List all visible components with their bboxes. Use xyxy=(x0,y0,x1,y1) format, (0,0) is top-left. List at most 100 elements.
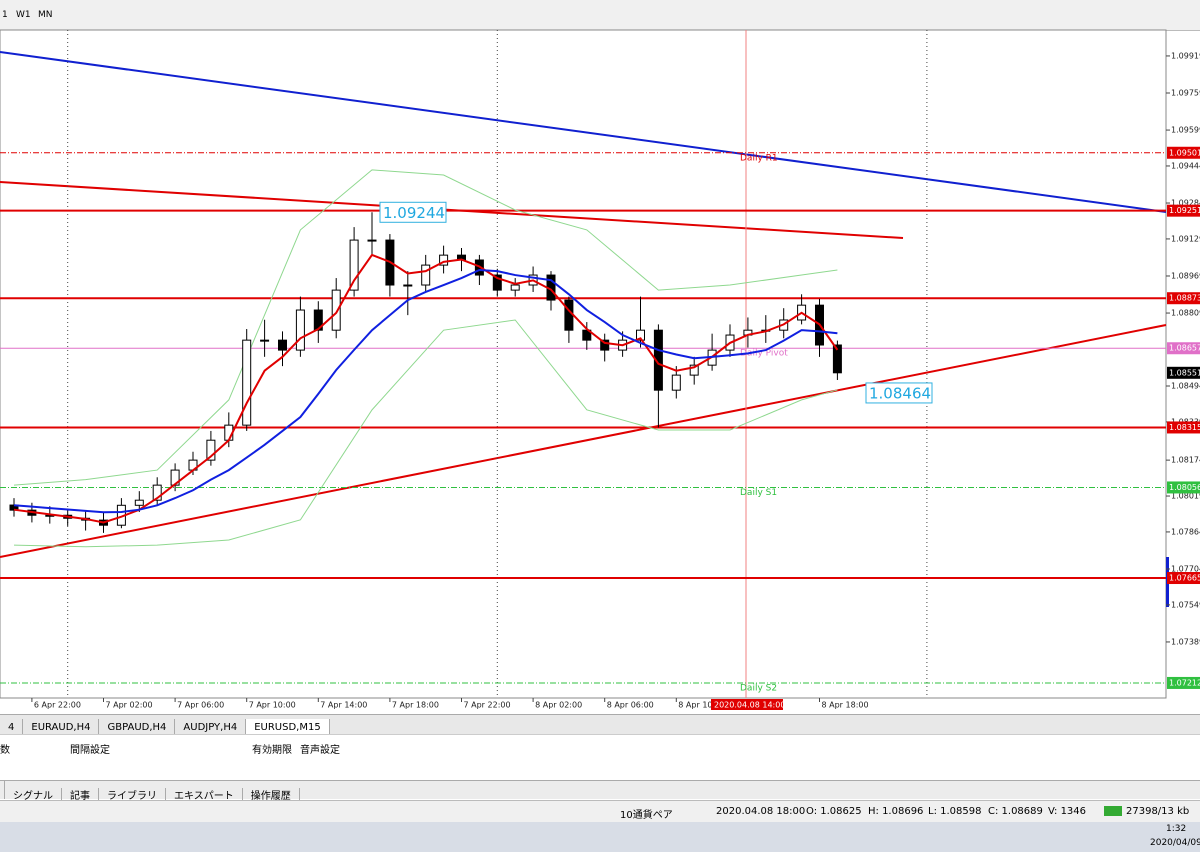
level-name: Daily S1 xyxy=(740,488,777,498)
status-item: H: 1.08696 xyxy=(868,806,924,817)
candle-body xyxy=(564,299,574,331)
terminal-tabs: シグナル 記事 ライブラリ エキスパート 操作履歴 xyxy=(0,780,1200,806)
level-name: Daily Pivot xyxy=(740,349,788,359)
cursor-tag xyxy=(711,699,783,710)
level-tag xyxy=(1167,204,1200,217)
x-tick-label: 8 Apr 10:00 xyxy=(678,701,725,710)
column-header: 有効期限 xyxy=(252,745,292,756)
candle-body xyxy=(439,254,449,266)
x-tick-label: 7 Apr 18:00 xyxy=(392,701,439,710)
terminal-tab[interactable] xyxy=(0,781,5,799)
x-tick-label: 7 Apr 14:00 xyxy=(320,701,367,710)
candle-body xyxy=(278,339,287,351)
candle-body xyxy=(600,339,610,351)
tf-button[interactable]: MN xyxy=(38,10,53,20)
y-tick-label: 1.08174 xyxy=(1171,456,1200,465)
level-tag xyxy=(1167,481,1200,494)
clock-date: 2020/04/09 xyxy=(1150,838,1200,848)
y-tick-label: 1.09284 xyxy=(1171,199,1200,208)
candle-body xyxy=(349,239,359,291)
chart-tab[interactable]: 4 xyxy=(0,719,24,737)
candle-body xyxy=(832,344,842,374)
candle-body xyxy=(206,439,216,461)
clock-time: 1:32 xyxy=(1166,824,1187,834)
terminal-tab[interactable]: ライブラリ xyxy=(99,788,166,806)
y-tick-label: 1.08494 xyxy=(1171,382,1200,391)
candle-body xyxy=(242,339,252,426)
candle-body xyxy=(653,329,663,391)
column-header: 数 xyxy=(0,745,10,756)
y-tick-label: 1.09444 xyxy=(1171,161,1200,170)
candle-body xyxy=(152,484,162,501)
candle-body xyxy=(403,284,413,287)
status-item: 2020.04.08 18:00 xyxy=(716,806,806,817)
candle-body xyxy=(689,364,699,376)
y-tick-label: 1.09129 xyxy=(1171,234,1200,243)
terminal-tab[interactable]: 記事 xyxy=(62,788,99,806)
candle-body xyxy=(510,284,520,291)
status-item: L: 1.08598 xyxy=(928,806,982,817)
level-name: Daily R1 xyxy=(740,153,778,163)
trendline xyxy=(0,51,1167,213)
cursor-tag-label: 2020.04.08 14:00 xyxy=(714,701,785,710)
x-tick-label: 7 Apr 10:00 xyxy=(249,701,296,710)
level-tag xyxy=(1167,572,1200,585)
status-item: 10通貨ペア xyxy=(620,810,673,821)
y-tick-label: 1.07549 xyxy=(1171,600,1200,609)
candle-body xyxy=(492,274,502,291)
y-tick-label: 1.08019 xyxy=(1171,492,1200,501)
x-tick-label: 6 Apr 22:00 xyxy=(34,701,81,710)
level-tag-label: 1.09251 xyxy=(1169,206,1200,215)
price-tag-label: 1.08551 xyxy=(1169,368,1200,377)
chart-tab-active[interactable]: EURUSD,M15 xyxy=(246,719,330,737)
moving-average xyxy=(13,253,839,524)
moving-average xyxy=(13,268,838,514)
chart-tab[interactable]: AUDJPY,H4 xyxy=(175,719,247,737)
price-callout xyxy=(865,382,933,404)
y-tick-label: 1.09919 xyxy=(1171,51,1200,60)
status-item: 27398/13 kb xyxy=(1126,806,1190,817)
candle-body xyxy=(295,309,305,351)
candle-body xyxy=(367,239,377,242)
terminal-tab[interactable]: 操作履歴 xyxy=(243,788,300,806)
status-item: V: 1346 xyxy=(1048,806,1087,817)
candle-body xyxy=(636,329,645,341)
x-tick-label: 7 Apr 02:00 xyxy=(106,701,153,710)
candle-body xyxy=(671,374,681,391)
bollinger-band xyxy=(13,319,838,548)
bollinger-band xyxy=(13,169,838,486)
price-callout-label: 1.08464 xyxy=(869,384,931,402)
chart-tab[interactable]: GBPAUD,H4 xyxy=(99,719,176,737)
x-tick-label: 8 Apr 18:00 xyxy=(822,701,869,710)
x-tick-label: 8 Apr 02:00 xyxy=(535,701,582,710)
chart-tabs: 4 EURAUD,H4 GBPAUD,H4 AUDJPY,H4 EURUSD,M15 xyxy=(0,714,1200,737)
chart-tab[interactable]: EURAUD,H4 xyxy=(23,719,100,737)
candle-body xyxy=(313,309,323,331)
level-tag-label: 1.09501 xyxy=(1169,148,1200,157)
price-callout xyxy=(379,201,447,223)
column-header: 間隔設定 xyxy=(70,745,110,756)
status-item: C: 1.08689 xyxy=(988,806,1043,817)
level-tag-label: 1.07665 xyxy=(1169,574,1200,583)
traffic-icon xyxy=(1104,806,1122,816)
chart: 1.09919 1.09759 1.09599 1.09444 1.09284 1.091… xyxy=(0,29,1200,710)
terminal-tab[interactable]: エキスパート xyxy=(166,788,243,806)
status-item: O: 1.08625 xyxy=(806,806,862,817)
level-tag-label: 1.08056 xyxy=(1169,483,1200,492)
level-tag xyxy=(1167,292,1200,305)
y-tick-label: 1.09759 xyxy=(1171,89,1200,98)
y-tick-label: 1.08969 xyxy=(1171,271,1200,280)
tf-button[interactable]: W1 xyxy=(16,10,31,20)
level-tag xyxy=(1167,342,1200,355)
x-tick-label: 7 Apr 06:00 xyxy=(177,701,224,710)
tf-button[interactable]: 1 xyxy=(2,10,8,20)
x-tick-label: 8 Apr 06:00 xyxy=(607,701,654,710)
plot-area xyxy=(0,29,1167,699)
terminal-tab[interactable]: シグナル xyxy=(5,788,62,806)
trendline xyxy=(0,324,1167,558)
candle-body xyxy=(260,339,270,342)
candle-body xyxy=(421,264,431,286)
candle-body xyxy=(134,499,144,506)
level-tag-label: 1.08657 xyxy=(1169,344,1200,353)
